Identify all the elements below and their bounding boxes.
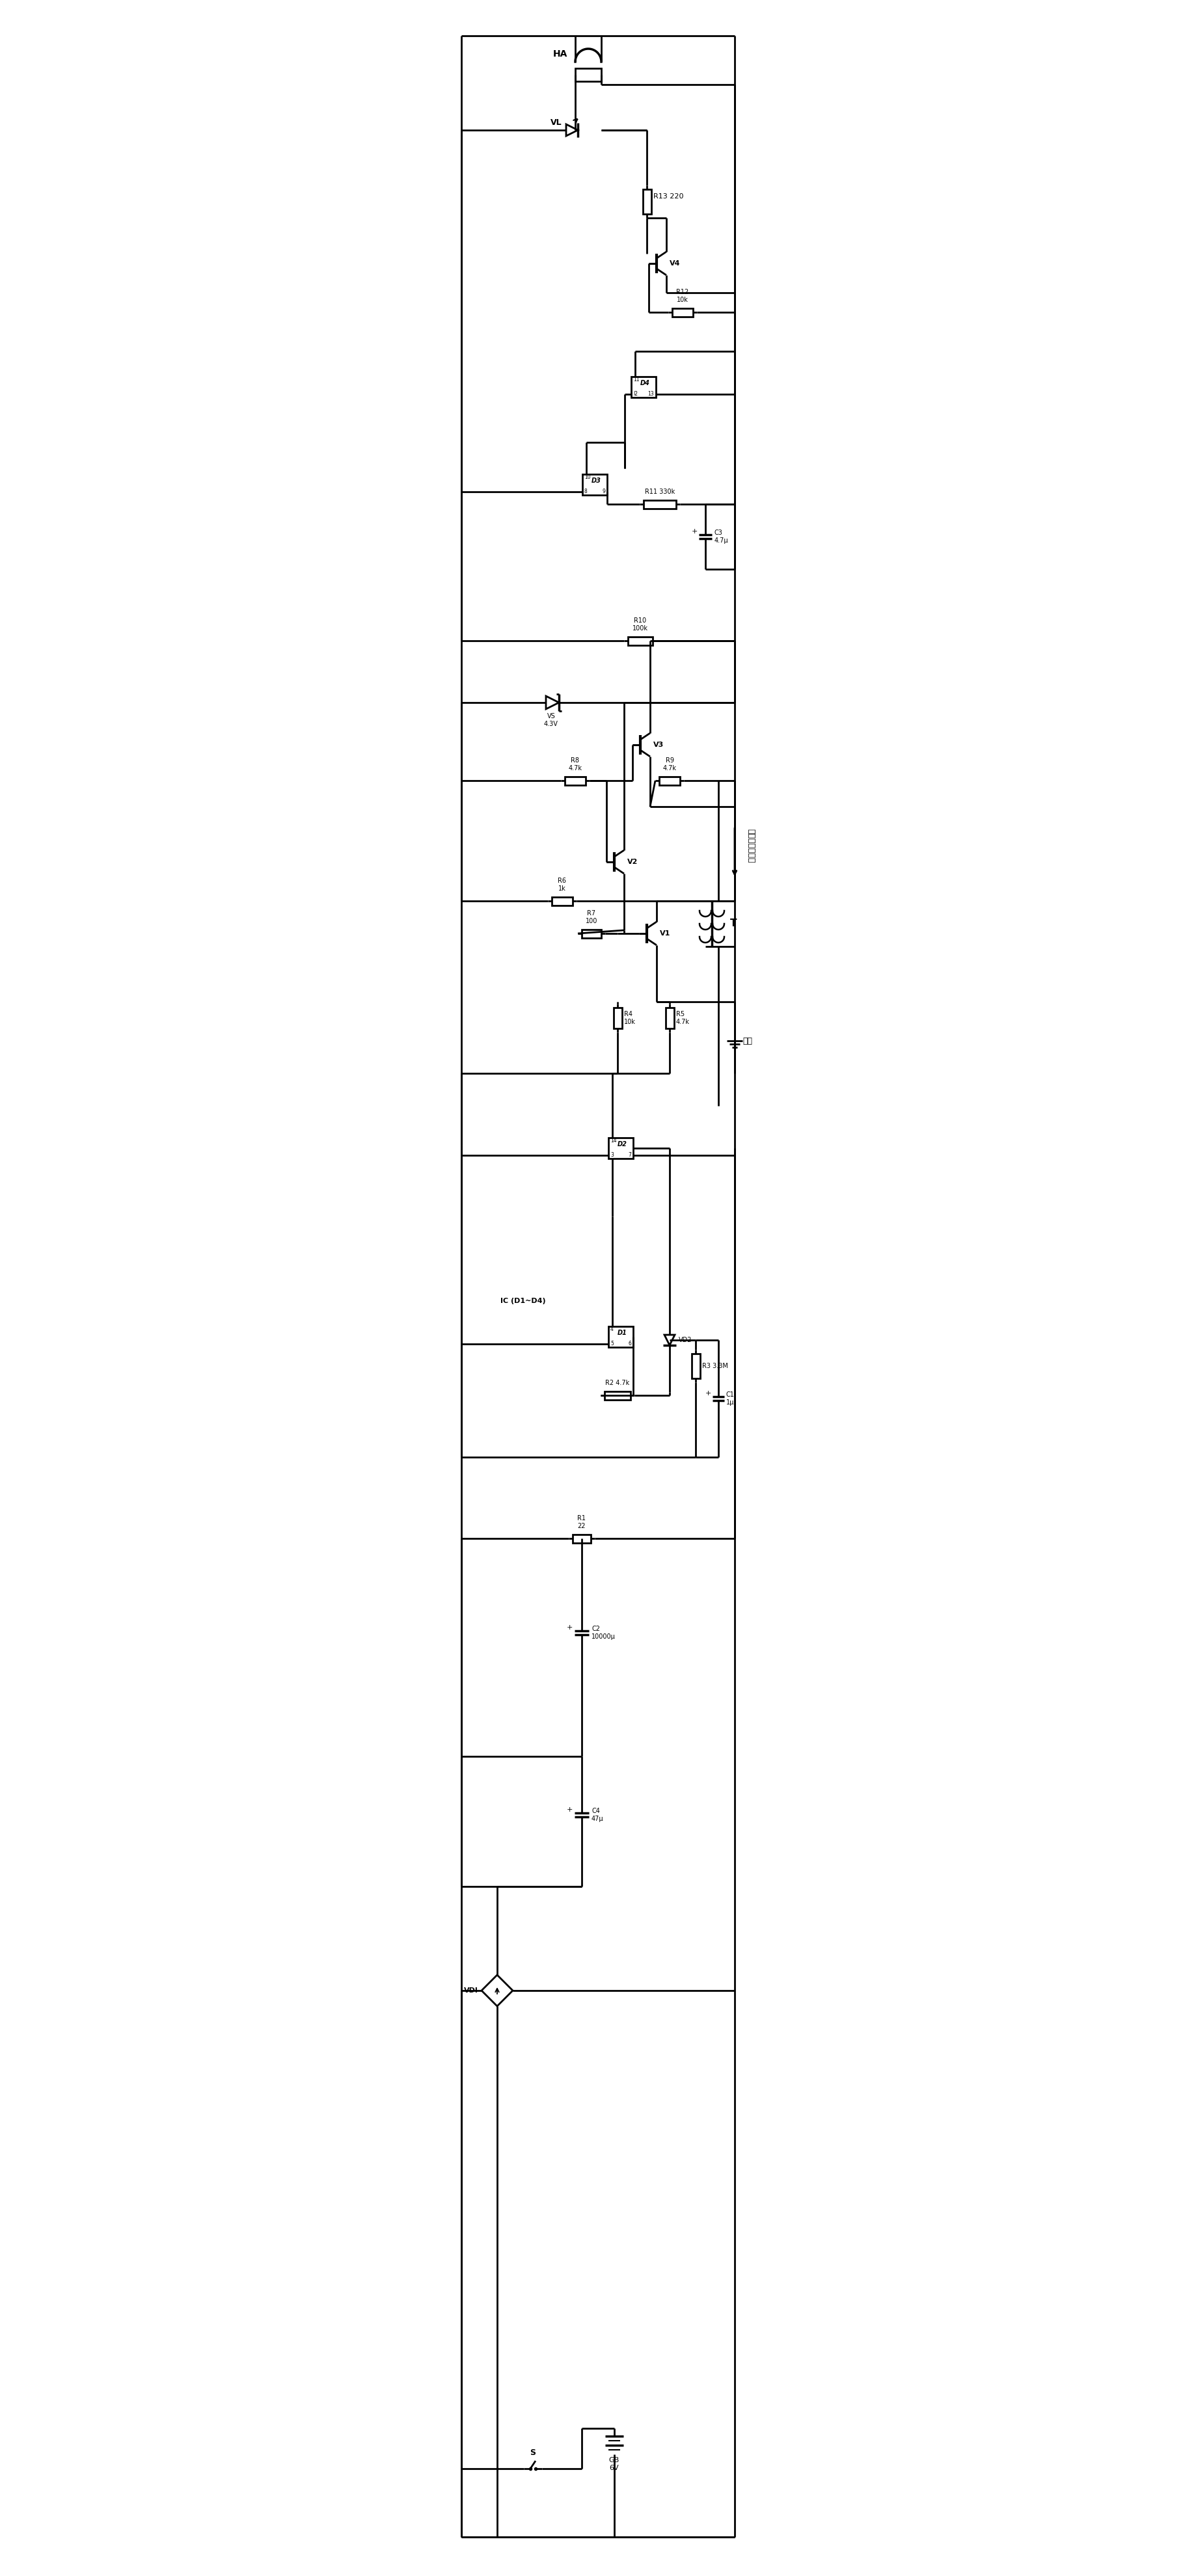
Bar bbox=[644, 500, 677, 507]
Text: R5
4.7k: R5 4.7k bbox=[677, 1010, 690, 1025]
Bar bbox=[632, 376, 655, 397]
Text: +: + bbox=[567, 1806, 573, 1814]
Text: 4: 4 bbox=[610, 1327, 614, 1332]
Bar bbox=[564, 775, 586, 786]
Text: 接电笼的乘导线: 接电笼的乘导线 bbox=[746, 829, 755, 863]
Text: D3: D3 bbox=[592, 477, 601, 484]
Bar bbox=[605, 1391, 631, 1399]
Text: VS
4.3V: VS 4.3V bbox=[544, 714, 558, 726]
Bar bbox=[672, 309, 693, 317]
Text: C3
4.7μ: C3 4.7μ bbox=[715, 531, 729, 544]
Bar bbox=[582, 930, 601, 938]
Bar bbox=[551, 896, 573, 904]
Bar bbox=[628, 636, 653, 644]
Bar bbox=[582, 474, 607, 495]
Text: 13: 13 bbox=[648, 392, 654, 397]
Bar bbox=[642, 188, 651, 214]
Text: HA: HA bbox=[552, 49, 568, 59]
Text: C1
1μ: C1 1μ bbox=[726, 1391, 735, 1406]
Text: R13 220: R13 220 bbox=[653, 193, 684, 201]
Text: C4
47μ: C4 47μ bbox=[592, 1808, 603, 1821]
Text: +: + bbox=[692, 528, 698, 536]
Text: l2: l2 bbox=[633, 392, 638, 397]
Text: R10
100k: R10 100k bbox=[633, 618, 648, 631]
Text: V3: V3 bbox=[653, 742, 664, 747]
Text: 3: 3 bbox=[610, 1151, 614, 1159]
Text: 5: 5 bbox=[610, 1342, 614, 1347]
Text: T: T bbox=[730, 920, 737, 927]
Text: R8
4.7k: R8 4.7k bbox=[568, 757, 582, 770]
Text: R2 4.7k: R2 4.7k bbox=[606, 1381, 629, 1386]
Text: R1
22: R1 22 bbox=[577, 1515, 586, 1530]
Text: R9
4.7k: R9 4.7k bbox=[662, 757, 677, 770]
Text: +: + bbox=[567, 1625, 573, 1631]
Text: R7
100: R7 100 bbox=[586, 909, 597, 925]
Text: VL: VL bbox=[551, 118, 562, 126]
Text: R11 330k: R11 330k bbox=[645, 489, 674, 495]
Text: C2
10000μ: C2 10000μ bbox=[592, 1625, 615, 1641]
Text: VDI: VDI bbox=[464, 1986, 478, 1994]
Text: IC (D1~D4): IC (D1~D4) bbox=[500, 1298, 545, 1303]
Bar bbox=[613, 1007, 622, 1028]
Text: VD2: VD2 bbox=[679, 1337, 692, 1342]
Text: 8: 8 bbox=[584, 489, 588, 495]
Text: 10: 10 bbox=[584, 474, 590, 479]
Bar bbox=[665, 1007, 674, 1028]
Text: 9: 9 bbox=[602, 489, 606, 495]
Text: +: + bbox=[705, 1391, 711, 1396]
Text: 7: 7 bbox=[628, 1151, 632, 1159]
Text: S: S bbox=[530, 2450, 536, 2458]
Text: 11: 11 bbox=[633, 376, 639, 384]
Text: 接地: 接地 bbox=[743, 1036, 752, 1046]
Text: D2: D2 bbox=[618, 1141, 627, 1146]
Text: D4: D4 bbox=[640, 379, 649, 386]
Bar bbox=[608, 1327, 633, 1347]
Text: V4: V4 bbox=[670, 260, 680, 268]
Text: 6: 6 bbox=[628, 1342, 632, 1347]
Text: R6
1k: R6 1k bbox=[558, 878, 567, 891]
Text: R12
10k: R12 10k bbox=[677, 289, 689, 304]
Text: R4
10k: R4 10k bbox=[625, 1010, 635, 1025]
Text: V1: V1 bbox=[660, 930, 671, 938]
Bar bbox=[659, 775, 680, 786]
Bar bbox=[608, 1139, 633, 1159]
Bar bbox=[691, 1355, 700, 1378]
Text: D1: D1 bbox=[618, 1329, 627, 1337]
Bar bbox=[575, 70, 601, 82]
Text: V2: V2 bbox=[627, 858, 638, 866]
Bar bbox=[573, 1535, 590, 1543]
Text: 14: 14 bbox=[610, 1139, 616, 1144]
Text: R3 3.3M: R3 3.3M bbox=[703, 1363, 728, 1370]
Text: GB
6V: GB 6V bbox=[609, 2458, 620, 2470]
